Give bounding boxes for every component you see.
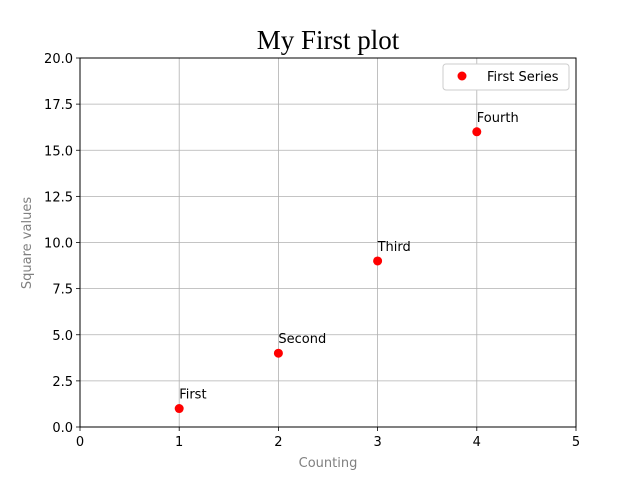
legend-box: [442, 63, 570, 91]
y-tick-label: 2.5: [52, 375, 73, 390]
point-annotation: Fourth: [477, 111, 519, 126]
y-tick-label: 12.5: [44, 190, 73, 205]
point-annotation: First: [179, 388, 206, 403]
x-tick-label: 2: [274, 435, 282, 450]
points: [174, 127, 482, 414]
annotations: First Second Third Fourth: [179, 111, 518, 403]
y-axis-label: Square values: [20, 197, 35, 289]
y-tick-label: 10.0: [44, 237, 73, 252]
x-tick-label: 4: [473, 435, 481, 450]
x-tick-label: 0: [76, 435, 84, 450]
point-annotation: Second: [278, 332, 326, 347]
x-axis-label: Counting: [299, 456, 358, 471]
axes-frame: [79, 57, 577, 428]
data-point: [472, 127, 482, 137]
y-tick-label: 5.0: [52, 329, 73, 344]
legend: First Series: [442, 63, 570, 91]
y-tick-label: 17.5: [44, 98, 73, 113]
x-tick-label: 5: [572, 435, 580, 450]
x-tick-label: 3: [373, 435, 381, 450]
data-point: [174, 404, 184, 414]
y-tick-label: 15.0: [44, 144, 73, 159]
y-tick-label: 20.0: [44, 52, 73, 67]
chart-title: My First plot: [257, 25, 400, 55]
ticks: 0 1 2 3 4 5 0.0 2.5 5.0 7.5 10.0 12.5 15.0 17.5 20.0: [44, 52, 580, 450]
x-tick-label: 1: [175, 435, 183, 450]
legend-label: First Series: [487, 70, 559, 85]
y-tick-label: 0.0: [52, 421, 73, 436]
data-point: [273, 348, 283, 358]
point-annotation: Third: [377, 240, 411, 255]
data-point: [373, 256, 383, 266]
legend-marker: [457, 71, 467, 81]
y-tick-label: 7.5: [52, 283, 73, 298]
